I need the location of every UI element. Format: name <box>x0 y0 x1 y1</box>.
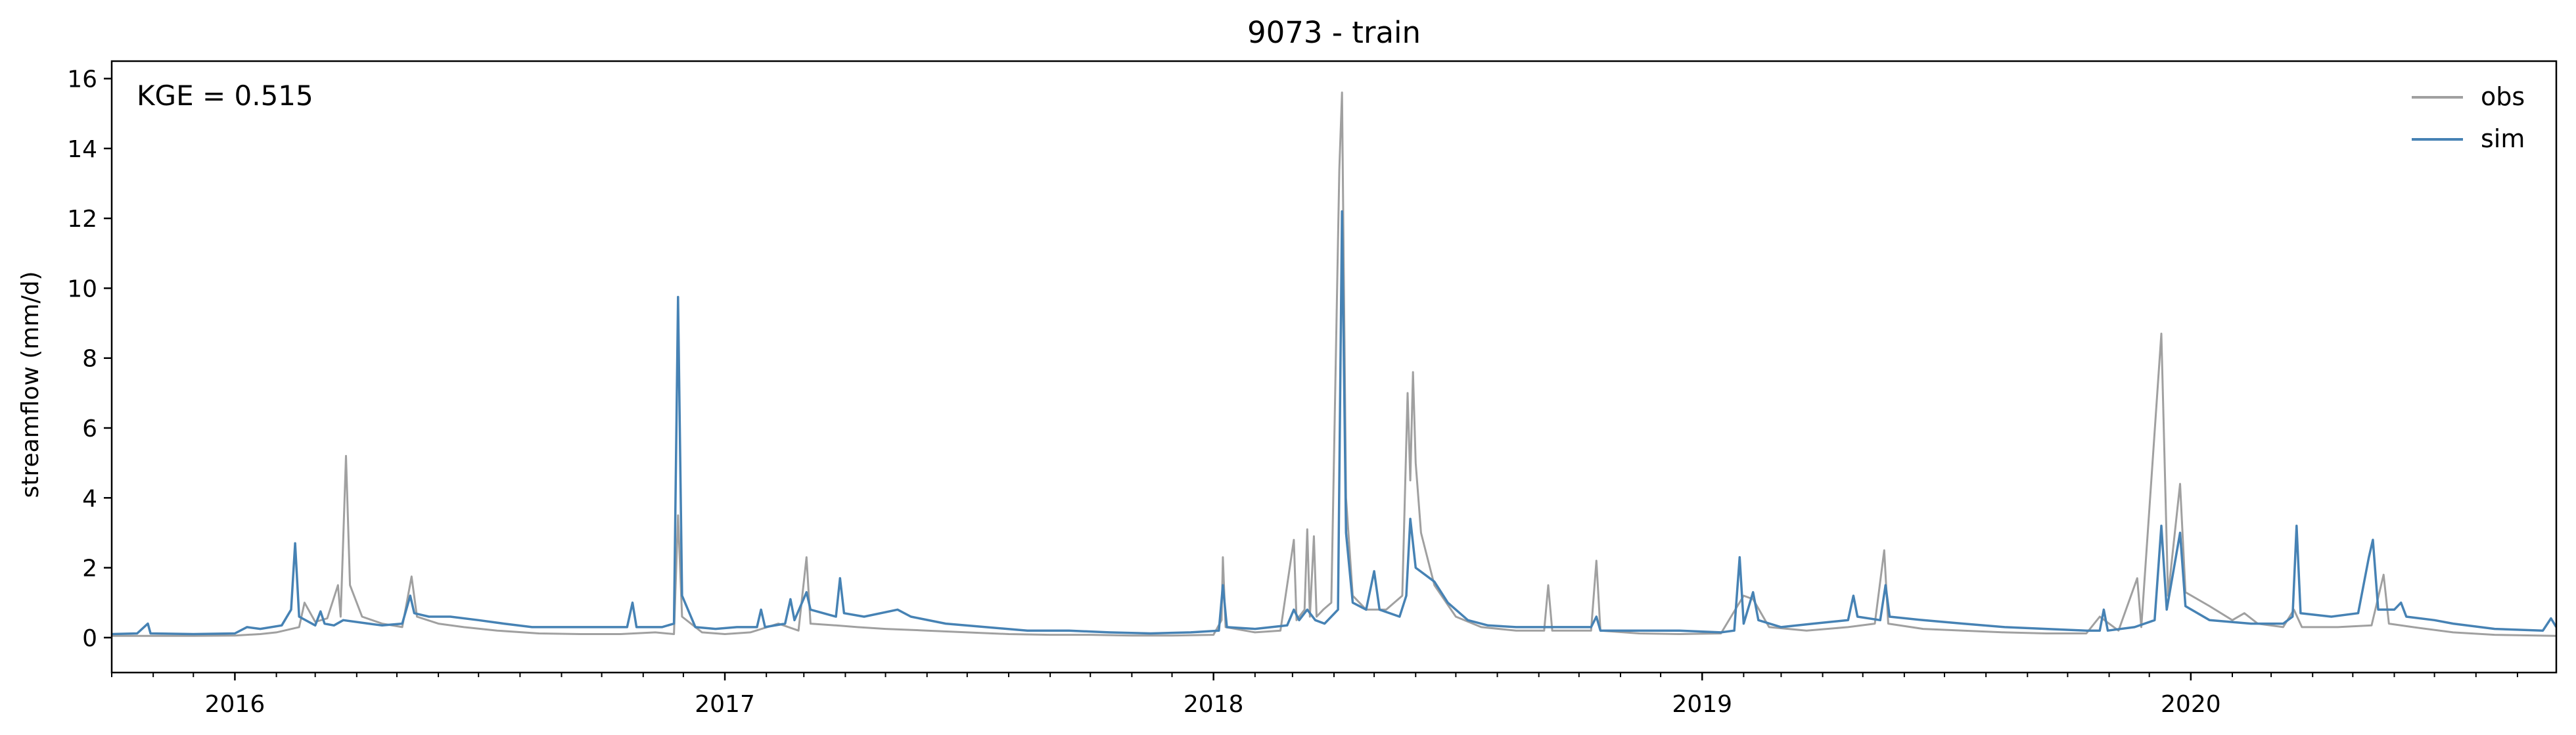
chart-title: 9073 - train <box>1247 15 1421 50</box>
series-line-sim <box>112 210 2556 636</box>
legend-label-sim: sim <box>2481 124 2525 153</box>
x-tick-label: 2016 <box>205 691 265 718</box>
y-tick-label: 2 <box>82 556 97 582</box>
plot-area <box>112 91 2556 637</box>
legend-label-obs: obs <box>2481 82 2525 111</box>
x-tick-label: 2018 <box>1184 691 1244 718</box>
kge-annotation: KGE = 0.515 <box>137 80 313 112</box>
y-tick-label: 6 <box>82 415 97 442</box>
y-tick-label: 14 <box>67 136 97 163</box>
x-tick-label: 2019 <box>1672 691 1732 718</box>
y-tick-label: 16 <box>67 66 97 93</box>
y-tick-label: 8 <box>82 346 97 373</box>
legend: obs sim <box>2412 82 2525 153</box>
x-tick-label: 2020 <box>2161 691 2221 718</box>
y-tick-label: 12 <box>67 206 97 233</box>
y-tick-label: 4 <box>82 485 97 512</box>
plot-frame <box>110 60 2558 674</box>
y-tick-label: 0 <box>82 625 97 652</box>
x-tick-label: 2017 <box>695 691 755 718</box>
y-tick-label: 10 <box>67 275 97 302</box>
axes: 0 2 4 6 8 10 12 14 16 2016 2017 2018 2019 2020 <box>67 66 2518 718</box>
series-line-obs <box>112 91 2556 637</box>
y-axis-label: streamflow (mm/d) <box>17 272 44 498</box>
